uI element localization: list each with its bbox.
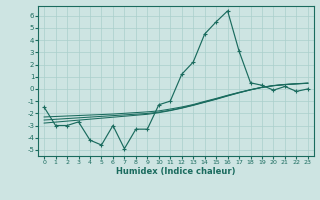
X-axis label: Humidex (Indice chaleur): Humidex (Indice chaleur) [116, 167, 236, 176]
